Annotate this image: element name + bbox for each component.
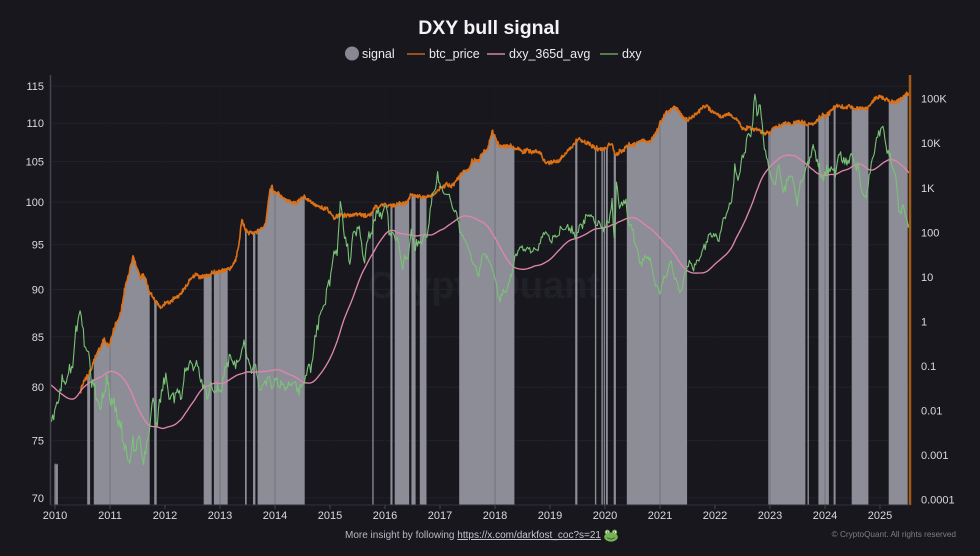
svg-text:0.0001: 0.0001 (921, 495, 955, 507)
svg-text:100K: 100K (921, 94, 947, 106)
svg-text:70: 70 (32, 493, 44, 505)
svg-text:2020: 2020 (593, 510, 617, 522)
svg-text:btc_price: btc_price (429, 47, 480, 61)
svg-text:0.01: 0.01 (921, 406, 942, 418)
svg-text:0.1: 0.1 (921, 361, 936, 373)
svg-text:2022: 2022 (703, 510, 727, 522)
svg-text:2016: 2016 (373, 510, 397, 522)
svg-text:dxy_365d_avg: dxy_365d_avg (509, 47, 590, 61)
svg-text:2015: 2015 (318, 510, 342, 522)
svg-text:105: 105 (26, 157, 44, 169)
svg-text:More insight by following http: More insight by following https://x.com/… (345, 530, 601, 541)
svg-text:2019: 2019 (538, 510, 562, 522)
svg-text:2023: 2023 (758, 510, 782, 522)
svg-text:115: 115 (26, 81, 44, 93)
svg-text:2025: 2025 (868, 510, 892, 522)
svg-text:dxy: dxy (622, 47, 642, 61)
svg-text:110: 110 (26, 118, 44, 130)
svg-text:2010: 2010 (43, 510, 67, 522)
svg-text:90: 90 (32, 285, 44, 297)
svg-text:2018: 2018 (483, 510, 507, 522)
svg-text:2021: 2021 (648, 510, 672, 522)
svg-text:100: 100 (921, 227, 939, 239)
svg-text:signal: signal (362, 47, 395, 61)
svg-text:2012: 2012 (153, 510, 177, 522)
svg-text:2014: 2014 (263, 510, 287, 522)
svg-text:10: 10 (921, 272, 933, 284)
svg-text:2011: 2011 (98, 510, 122, 522)
svg-text:0.001: 0.001 (921, 450, 949, 462)
svg-text:2024: 2024 (813, 510, 837, 522)
svg-text:85: 85 (32, 332, 44, 344)
svg-text:75: 75 (32, 436, 44, 448)
svg-text:2013: 2013 (208, 510, 232, 522)
svg-text:2017: 2017 (428, 510, 452, 522)
svg-text:95: 95 (32, 240, 44, 252)
svg-text:DXY bull signal: DXY bull signal (418, 17, 560, 39)
svg-text:1K: 1K (921, 183, 935, 195)
svg-text:80: 80 (32, 382, 44, 394)
svg-text:100: 100 (26, 197, 44, 209)
svg-text:1: 1 (921, 316, 927, 328)
svg-text:10K: 10K (921, 138, 941, 150)
svg-text:© CryptoQuant. All rights rese: © CryptoQuant. All rights reserved (832, 530, 957, 539)
